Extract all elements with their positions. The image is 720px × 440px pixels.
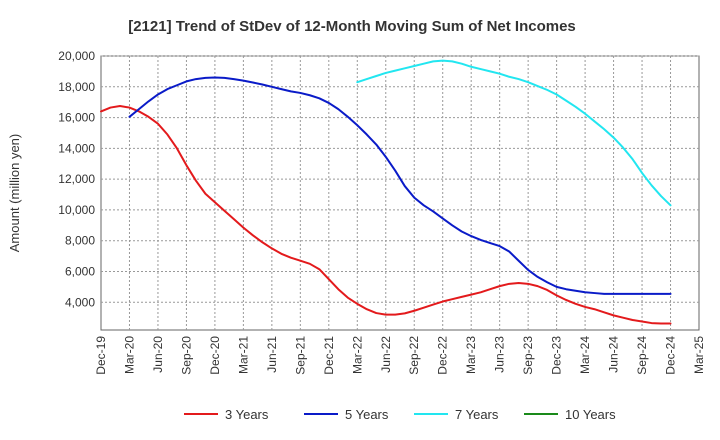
x-tick-label: Sep-24	[635, 336, 649, 375]
y-tick-label: 16,000	[58, 111, 95, 125]
y-axis-label: Amount (million yen)	[7, 134, 22, 253]
x-tick-label: Jun-24	[607, 336, 621, 373]
x-tick-label: Dec-20	[208, 336, 222, 375]
legend-label-3: 10 Years	[565, 407, 616, 422]
x-axis-ticks: Dec-19 Mar-20 Jun-20 Sep-20 Dec-20 Mar-21 Jun-…	[94, 336, 706, 375]
series-line-1	[128, 76, 672, 295]
y-tick-label: 8,000	[65, 234, 95, 248]
x-tick-label: Mar-25	[692, 336, 706, 374]
gridlines	[101, 55, 699, 330]
legend-label-1: 5 Years	[345, 407, 389, 422]
series-lines	[100, 59, 672, 325]
y-tick-label: 20,000	[58, 49, 95, 63]
x-tick-label: Jun-20	[151, 336, 165, 373]
x-tick-label: Jun-22	[379, 336, 393, 373]
plot-area	[100, 55, 700, 331]
x-tick-label: Jun-21	[265, 336, 279, 373]
y-tick-label: 18,000	[58, 80, 95, 94]
legend-label-2: 7 Years	[455, 407, 499, 422]
series-line-0	[100, 105, 672, 325]
legend: 3 Years 5 Years 7 Years 10 Years	[184, 407, 616, 422]
x-tick-label: Dec-19	[94, 336, 108, 375]
x-tick-label: Mar-24	[578, 336, 592, 374]
legend-label-0: 3 Years	[225, 407, 269, 422]
x-tick-label: Mar-23	[464, 336, 478, 374]
x-tick-label: Dec-24	[664, 336, 678, 375]
x-tick-label: Mar-22	[350, 336, 364, 374]
y-tick-label: 4,000	[65, 295, 95, 309]
y-tick-label: 14,000	[58, 141, 95, 155]
y-tick-label: 12,000	[58, 172, 95, 186]
x-tick-label: Jun-23	[493, 336, 507, 373]
x-tick-label: Mar-21	[236, 336, 250, 374]
x-tick-label: Mar-20	[122, 336, 136, 374]
x-tick-label: Sep-22	[407, 336, 421, 375]
y-tick-label: 10,000	[58, 203, 95, 217]
y-axis-ticks: 4,000 6,000 8,000 10,000 12,000 14,000 16,000 1…	[58, 49, 95, 309]
x-tick-label: Sep-23	[521, 336, 535, 375]
x-tick-label: Sep-21	[293, 336, 307, 375]
series-line-2	[356, 59, 672, 207]
y-tick-label: 6,000	[65, 265, 95, 279]
x-tick-label: Dec-21	[322, 336, 336, 375]
chart-title: [2121] Trend of StDev of 12-Month Moving…	[128, 18, 576, 35]
x-tick-label: Sep-20	[179, 336, 193, 375]
x-tick-label: Dec-22	[436, 336, 450, 375]
x-tick-label: Dec-23	[550, 336, 564, 375]
